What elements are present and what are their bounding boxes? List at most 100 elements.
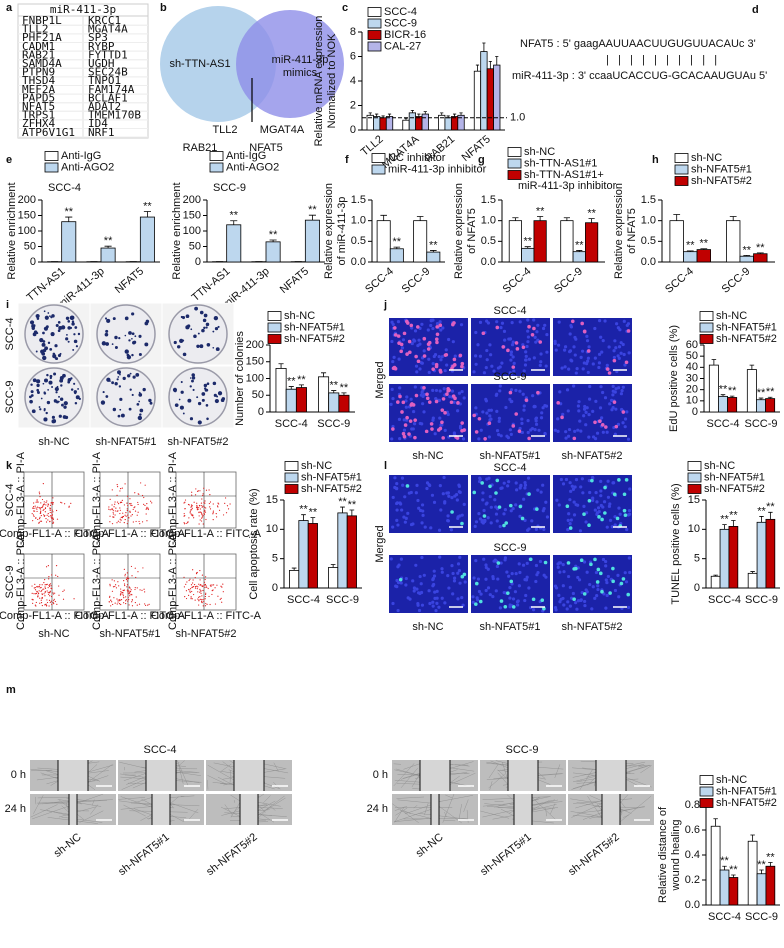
event (109, 584, 110, 585)
nucleus (482, 509, 485, 512)
colony (47, 401, 50, 404)
legend-swatch (508, 171, 521, 180)
event (197, 509, 198, 510)
nucleus (516, 600, 519, 603)
event (33, 593, 34, 594)
x-tick-label: SCC-4 (708, 594, 741, 606)
nucleus (508, 586, 511, 589)
nucleus (420, 521, 423, 524)
bar (380, 118, 386, 130)
bar (729, 878, 738, 906)
colony (180, 406, 184, 410)
stained-cell (580, 558, 584, 562)
event (109, 521, 110, 522)
colony (105, 395, 108, 398)
image-group-label: SCC-4 (143, 744, 176, 756)
column-label: sh-NFAT5#1 (480, 450, 541, 462)
stained-cell (391, 427, 395, 431)
colony (43, 391, 45, 393)
stained-cell (488, 421, 492, 425)
nucleus (392, 496, 395, 499)
nucleus (487, 321, 490, 324)
nucleus (570, 325, 573, 328)
nucleus (532, 318, 535, 321)
time-label: 24 h (367, 803, 388, 815)
colony (125, 317, 129, 321)
nucleus (614, 589, 617, 592)
nucleus (476, 343, 479, 346)
nucleus (539, 352, 542, 355)
nucleus (498, 420, 501, 423)
wound-gap (508, 760, 538, 791)
event (115, 603, 116, 604)
bar (318, 377, 328, 412)
nucleus (577, 404, 580, 407)
y-tick-label: 0.5 (641, 235, 656, 247)
event (188, 589, 189, 590)
nucleus (472, 370, 475, 373)
event (209, 506, 210, 507)
event (125, 512, 126, 513)
error-bar (673, 214, 680, 220)
time-label: 24 h (5, 803, 26, 815)
event (217, 506, 218, 507)
event (204, 503, 205, 504)
nucleus (403, 495, 406, 498)
nucleus (522, 409, 525, 412)
nucleus (566, 607, 569, 610)
error-bar (712, 360, 717, 366)
nucleus (628, 351, 631, 354)
event (127, 576, 128, 577)
event (39, 603, 40, 604)
y-tick-label: 0 (195, 256, 201, 268)
nucleus (604, 564, 607, 567)
stained-cell (456, 401, 460, 405)
event (130, 591, 131, 592)
stained-cell (396, 400, 400, 404)
x-tick-label: SCC-9 (744, 418, 777, 430)
significance: ** (700, 238, 709, 250)
nucleus (509, 428, 512, 431)
error-bar (476, 65, 479, 71)
nucleus (567, 435, 570, 438)
event (213, 512, 214, 513)
nucleus (587, 371, 590, 374)
significance: ** (308, 204, 317, 216)
event (52, 592, 53, 593)
event (42, 605, 43, 606)
event (64, 590, 65, 591)
nucleus (483, 371, 486, 374)
nucleus (562, 570, 565, 573)
event (196, 573, 197, 574)
event (225, 497, 226, 498)
x-tick-label: SCC-9 (400, 265, 433, 295)
nucleus (474, 331, 477, 334)
significance: ** (766, 501, 775, 513)
nucleus (583, 405, 586, 408)
stained-cell (479, 600, 483, 604)
event (195, 494, 196, 495)
stained-cell (409, 419, 413, 423)
event (34, 587, 35, 588)
event (202, 505, 203, 506)
bar (709, 365, 718, 412)
colony (174, 341, 177, 344)
event (44, 586, 45, 587)
stained-cell (567, 561, 571, 565)
nucleus (503, 330, 506, 333)
colony (148, 399, 151, 402)
legend-label: sh-NC (716, 310, 747, 322)
stained-cell (425, 430, 429, 434)
colony (215, 399, 219, 403)
event (35, 507, 36, 508)
event (129, 604, 130, 605)
nucleus (564, 345, 567, 348)
colony (130, 389, 132, 391)
nucleus (428, 602, 431, 605)
nucleus (526, 419, 529, 422)
legend-swatch (268, 312, 281, 321)
panel-label: k (6, 460, 13, 472)
colony (173, 388, 177, 392)
stained-cell (613, 359, 617, 363)
colony (72, 320, 74, 322)
